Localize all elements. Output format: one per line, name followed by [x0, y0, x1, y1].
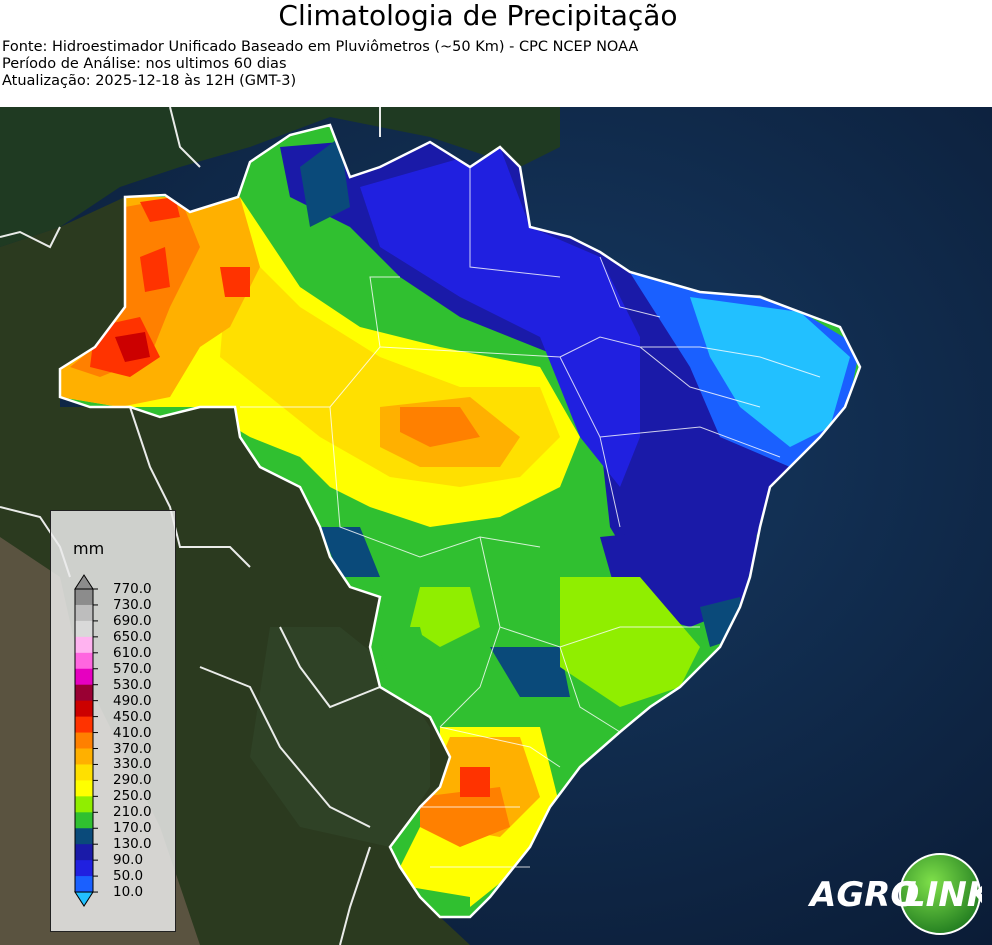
colorbar [74, 574, 98, 907]
colorbar-segment [75, 796, 93, 813]
colorbar-tick-label: 250.0 [113, 788, 152, 805]
colorbar-segment [75, 668, 93, 686]
colorbar-segment [75, 860, 93, 877]
colorbar-tick-label: 370.0 [113, 740, 152, 757]
colorbar-tick-label: 130.0 [113, 836, 152, 853]
colorbar-segment [75, 589, 93, 606]
colorbar-segment [75, 700, 93, 718]
colorbar-segment [75, 604, 93, 622]
map-title: Climatologia de Precipitação [278, 0, 678, 32]
colorbar-segment [75, 828, 93, 845]
colorbar-frame [74, 588, 94, 893]
colorbar-segment [75, 620, 93, 638]
colorbar-segment [75, 732, 93, 749]
colorbar-segment [75, 876, 93, 893]
logo-text-link: LINK [904, 875, 982, 915]
logo-text-agro: AGRO [807, 875, 919, 915]
colorbar-segment [75, 684, 93, 702]
colorbar-min-arrow [74, 891, 94, 907]
colorbar-tick-label: 690.0 [113, 612, 152, 629]
colorbar-segment [75, 636, 93, 654]
agrolink-logo: AGRO LINK [807, 853, 982, 935]
colorbar-tick-label: 90.0 [113, 852, 144, 869]
colorbar-tick-label: 330.0 [113, 756, 152, 773]
colorbar-tick-label: 490.0 [113, 692, 152, 709]
colorbar-tick-label: 570.0 [113, 660, 152, 677]
subtitle-source: Fonte: Hidroestimador Unificado Baseado … [2, 39, 639, 55]
colorbar-tick-label: 50.0 [113, 868, 144, 885]
colorbar-segment [75, 716, 93, 734]
colorbar-segment [75, 844, 93, 861]
colorbar-tick-label: 10.0 [113, 884, 144, 901]
colorbar-tick-label: 450.0 [113, 708, 152, 725]
colorbar-tick-label: 170.0 [113, 820, 152, 837]
colorbar-tick-label: 290.0 [113, 772, 152, 789]
legend-unit: mm [73, 539, 105, 558]
subtitle-update: Atualização: 2025-12-18 às 12H (GMT-3) [2, 73, 297, 89]
colorbar-tick-label: 530.0 [113, 676, 152, 693]
colorbar-segment [75, 780, 93, 797]
colorbar-segment [75, 812, 93, 829]
colorbar-legend: mm 770.0 730.0 690.0 650.0 610.0 570.0 530.0 49… [50, 510, 176, 932]
colorbar-tick-label: 210.0 [113, 804, 152, 821]
colorbar-tick-label: 730.0 [113, 596, 152, 613]
colorbar-tick-label: 650.0 [113, 628, 152, 645]
colorbar-tick-label: 410.0 [113, 724, 152, 741]
colorbar-segment [75, 652, 93, 670]
colorbar-tick-label: 770.0 [113, 581, 152, 597]
colorbar-segment [75, 764, 93, 781]
colorbar-max-arrow [74, 574, 94, 590]
colorbar-segment [75, 748, 93, 765]
colorbar-tick-label: 610.0 [113, 644, 152, 661]
subtitle-period: Período de Análise: nos ultimos 60 dias [2, 56, 287, 72]
